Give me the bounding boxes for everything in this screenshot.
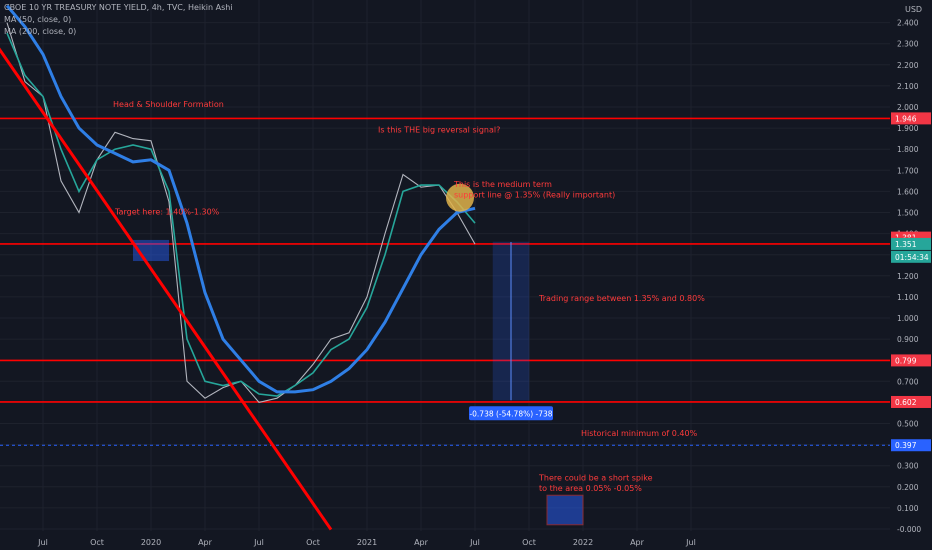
y-tick-label: 0.200 (897, 483, 919, 492)
ma50-legend: MA (50, close, 0) (4, 15, 71, 24)
annotation-text: There could be a short spike (538, 473, 653, 482)
x-tick-label: Oct (90, 538, 104, 547)
x-tick-label: 2020 (141, 538, 161, 547)
price-label-text: 01:54:34 (895, 253, 929, 262)
y-tick-label: 0.500 (897, 420, 919, 429)
y-tick-label: 2.200 (897, 61, 919, 70)
measure-label: -0.738 (-54.78%) -738 (469, 409, 552, 418)
x-tick-label: Oct (522, 538, 536, 547)
y-tick-label: 1.700 (897, 166, 919, 175)
annotation-text: Head & Shoulder Formation (113, 100, 224, 109)
price-label-text: 0.799 (895, 356, 917, 365)
x-tick-label: Apr (630, 538, 645, 547)
annotation-text: Trading range between 1.35% and 0.80% (538, 294, 705, 303)
x-tick-label: Apr (414, 538, 429, 547)
y-tick-label: 0.700 (897, 377, 919, 386)
annotation-text: support line @ 1.35% (Really important) (454, 191, 615, 200)
x-tick-label: Jul (253, 538, 264, 547)
spike-zone-box (547, 495, 583, 525)
y-tick-label: 1.000 (897, 314, 919, 323)
y-tick-label: -0.000 (897, 525, 921, 534)
price-label-text: 1.946 (895, 114, 917, 123)
y-tick-label: 1.500 (897, 209, 919, 218)
y-tick-label: 2.300 (897, 40, 919, 49)
y-tick-label: 1.200 (897, 272, 919, 281)
annotation-text: Historical minimum of 0.40% (581, 429, 698, 438)
x-tick-label: 2022 (573, 538, 593, 547)
annotation-text: to the area 0.05% -0.05% (539, 484, 642, 493)
time-axis-background (0, 531, 890, 550)
currency-label: USD (905, 5, 922, 14)
ma200-legend: MA (200, close, 0) (4, 27, 76, 36)
y-tick-label: 1.600 (897, 187, 919, 196)
x-tick-label: Jul (685, 538, 696, 547)
annotation-text: This is the medium term (453, 180, 552, 189)
y-tick-label: 2.000 (897, 103, 919, 112)
y-tick-label: 0.300 (897, 462, 919, 471)
x-tick-label: 2021 (357, 538, 377, 547)
y-tick-label: 2.100 (897, 82, 919, 91)
x-tick-label: Oct (306, 538, 320, 547)
y-tick-label: 1.800 (897, 145, 919, 154)
price-label-text: 0.602 (895, 398, 917, 407)
y-tick-label: 1.100 (897, 293, 919, 302)
price-label-text: 0.397 (895, 441, 917, 450)
annotation-text: Target here: 1.40%-1.30% (114, 208, 220, 217)
price-label-text: 1.351 (895, 240, 917, 249)
y-tick-label: 0.100 (897, 504, 919, 513)
annotation-text: Is this THE big reversal signal? (378, 125, 500, 134)
y-tick-label: 0.900 (897, 335, 919, 344)
chart-title: CBOE 10 YR TREASURY NOTE YIELD, 4h, TVC,… (4, 3, 233, 12)
x-tick-label: Apr (198, 538, 213, 547)
y-tick-label: 1.900 (897, 124, 919, 133)
x-tick-label: Jul (37, 538, 48, 547)
x-tick-label: Jul (469, 538, 480, 547)
y-tick-label: 2.400 (897, 19, 919, 28)
